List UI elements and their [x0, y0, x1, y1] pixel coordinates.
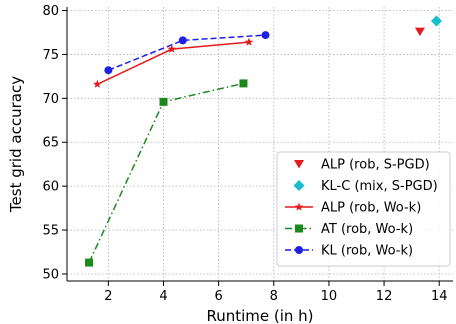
x-axis-title: Runtime (in h) — [206, 307, 313, 324]
y-tick-label: 80 — [42, 4, 59, 19]
x-tick-label: 4 — [159, 289, 167, 304]
series-line — [108, 34, 266, 71]
x-tick-label: 12 — [376, 289, 393, 304]
legend-entry: KL (rob, Wo-k) — [285, 244, 413, 259]
legend-marker — [295, 224, 303, 233]
x-tick-label: 10 — [321, 289, 338, 304]
x-tick-label: 6 — [215, 289, 223, 304]
legend-marker — [294, 160, 304, 169]
ticks: 2 4 6 8 10 12 14 50 55 60 65 70 75 80 — [42, 4, 447, 304]
y-tick-label: 70 — [42, 92, 59, 107]
series-1 — [414, 27, 425, 37]
data-point — [239, 79, 248, 88]
legend-marker — [295, 246, 303, 254]
y-tick-label: 65 — [42, 136, 59, 151]
y-tick-label: 50 — [42, 267, 59, 282]
series-line — [88, 82, 244, 263]
x-tick-label: 8 — [270, 289, 278, 304]
data-point — [430, 15, 442, 27]
data-point — [261, 31, 270, 40]
legend-label: KL-C (mix, S-PGD) — [321, 179, 438, 194]
legend-entry: KL-C (mix, S-PGD) — [293, 179, 438, 194]
data-point — [167, 44, 177, 53]
data-point — [244, 37, 254, 46]
x-tick-label: 14 — [431, 289, 448, 304]
legend-label: AT (rob, Wo-k) — [321, 222, 413, 237]
legend-marker — [293, 180, 305, 191]
y-tick-label: 60 — [42, 180, 59, 195]
series-4 — [85, 79, 248, 267]
data-point — [85, 258, 94, 267]
legend-label: ALP (rob, S-PGD) — [321, 158, 430, 173]
series-3 — [93, 37, 254, 88]
legend-entry: AT (rob, Wo-k) — [285, 222, 413, 237]
data-point — [178, 36, 187, 45]
grid — [67, 7, 453, 281]
axes — [66, 7, 453, 282]
legend-entry: ALP (rob, S-PGD) — [294, 158, 430, 173]
y-axis-title: Test grid accuracy — [7, 76, 25, 213]
legend-box — [276, 151, 451, 267]
y-tick-label: 75 — [42, 48, 59, 63]
x-tick-label: 2 — [104, 289, 112, 304]
series — [85, 15, 442, 267]
legend: ALP (rob, S-PGD) KL-C (mix, S-PGD) ALP (ro… — [276, 151, 451, 267]
data-point — [104, 66, 113, 75]
legend-entry: ALP (rob, Wo-k) — [285, 201, 421, 216]
legend-marker — [294, 202, 304, 211]
series-5 — [104, 31, 270, 75]
legend-label: KL (rob, Wo-k) — [321, 244, 413, 259]
data-point — [159, 97, 168, 106]
legend-label: ALP (rob, Wo-k) — [321, 201, 421, 216]
data-point — [93, 79, 102, 88]
data-point — [414, 27, 425, 37]
y-tick-label: 55 — [42, 224, 59, 239]
series-2 — [430, 15, 442, 27]
